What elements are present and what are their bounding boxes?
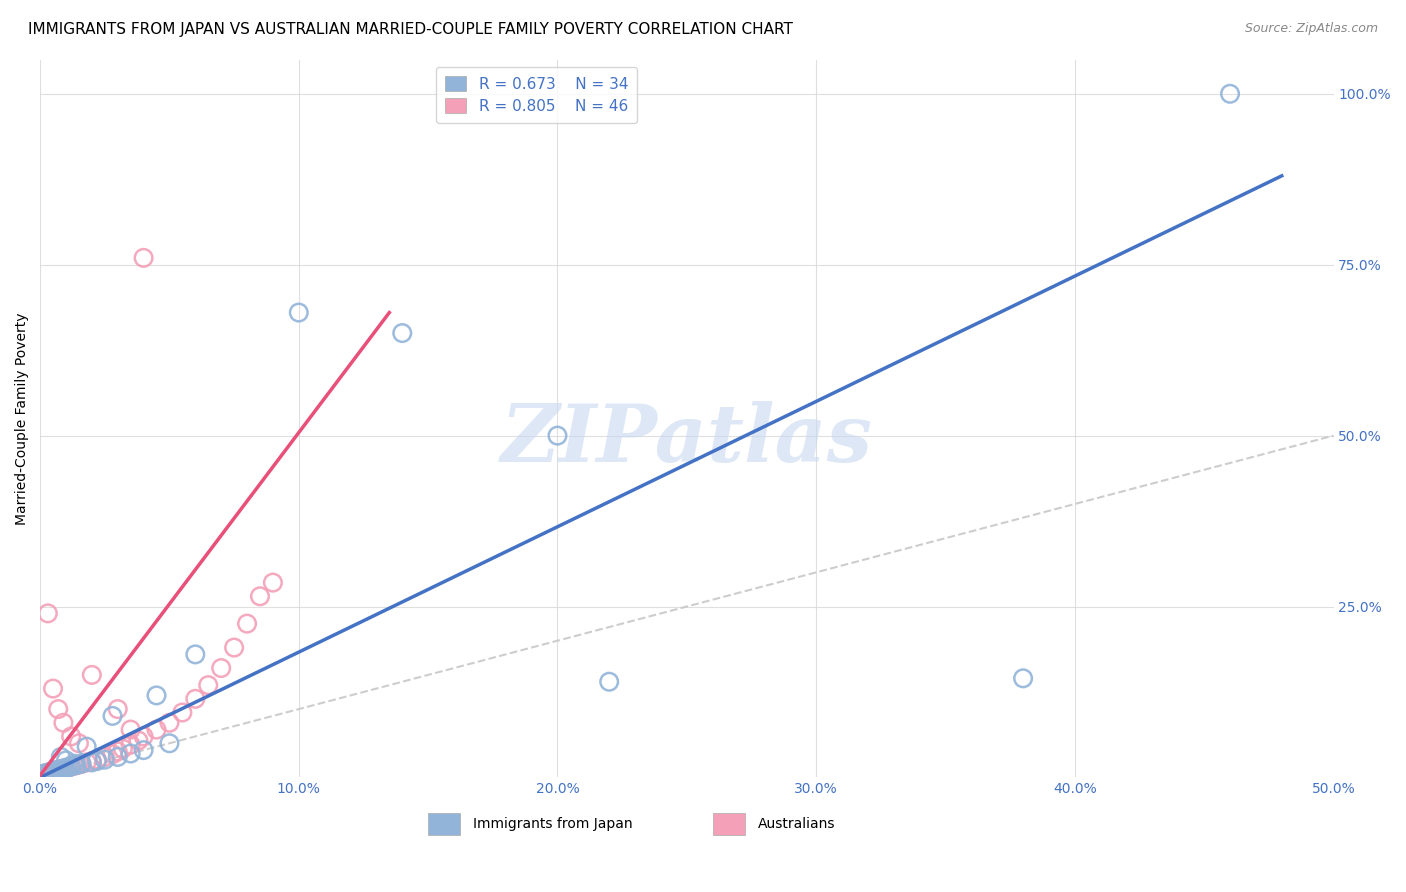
Point xyxy=(65,758,87,772)
Bar xyxy=(713,814,745,835)
Point xyxy=(1219,87,1241,101)
Point xyxy=(107,744,129,758)
Point xyxy=(107,750,129,764)
Point xyxy=(145,689,167,703)
Point xyxy=(111,741,134,756)
Point xyxy=(37,607,59,621)
Point xyxy=(37,765,59,780)
Point xyxy=(46,763,69,777)
Point xyxy=(80,668,103,682)
Point xyxy=(101,747,124,762)
Point xyxy=(52,715,75,730)
Point xyxy=(70,756,93,771)
Point xyxy=(391,326,413,340)
Point xyxy=(42,764,65,779)
Point xyxy=(76,739,98,754)
Point xyxy=(184,648,207,662)
Point xyxy=(184,691,207,706)
Point xyxy=(132,251,155,265)
Point xyxy=(94,750,117,764)
Point xyxy=(55,753,77,767)
Point xyxy=(60,759,83,773)
Point xyxy=(120,738,142,752)
Point xyxy=(132,743,155,757)
Point xyxy=(80,756,103,770)
Point xyxy=(62,756,84,771)
Point xyxy=(1012,671,1035,685)
Y-axis label: Married-Couple Family Poverty: Married-Couple Family Poverty xyxy=(15,312,30,524)
Point xyxy=(598,674,620,689)
Point xyxy=(65,758,87,772)
Point xyxy=(127,733,149,747)
Point xyxy=(546,428,568,442)
Point xyxy=(145,723,167,737)
Point xyxy=(46,702,69,716)
Point xyxy=(42,681,65,696)
Point xyxy=(42,764,65,779)
Point xyxy=(49,762,72,776)
Point xyxy=(52,762,75,776)
Point xyxy=(159,715,181,730)
Point xyxy=(288,305,311,319)
Text: Source: ZipAtlas.com: Source: ZipAtlas.com xyxy=(1244,22,1378,36)
Point xyxy=(107,702,129,716)
Point xyxy=(55,761,77,775)
Point xyxy=(52,762,75,776)
Point xyxy=(67,736,90,750)
Point xyxy=(197,678,219,692)
Point xyxy=(55,761,77,775)
Point xyxy=(58,760,80,774)
Point xyxy=(159,736,181,750)
Point xyxy=(120,747,142,761)
Point xyxy=(86,753,108,767)
Point xyxy=(209,661,232,675)
Point xyxy=(39,764,62,779)
Point xyxy=(60,730,83,744)
Point xyxy=(31,767,53,781)
Point xyxy=(80,754,103,768)
Point xyxy=(60,759,83,773)
Point xyxy=(76,756,98,770)
Point xyxy=(49,762,72,776)
Point xyxy=(249,589,271,603)
Point xyxy=(31,767,53,781)
Point xyxy=(172,706,194,720)
Point xyxy=(34,766,56,780)
Point xyxy=(101,709,124,723)
Point xyxy=(37,765,59,780)
Point xyxy=(67,757,90,772)
Point xyxy=(45,764,67,778)
Text: Australians: Australians xyxy=(758,817,835,831)
Point xyxy=(86,754,108,768)
Point xyxy=(46,763,69,777)
Text: Immigrants from Japan: Immigrants from Japan xyxy=(474,817,633,831)
Point xyxy=(224,640,246,655)
Point xyxy=(262,575,284,590)
Point xyxy=(132,730,155,744)
Bar xyxy=(429,814,461,835)
Point xyxy=(34,766,56,780)
Point xyxy=(70,756,93,771)
Point xyxy=(39,764,62,779)
Point xyxy=(94,753,117,767)
Point xyxy=(58,760,80,774)
Text: IMMIGRANTS FROM JAPAN VS AUSTRALIAN MARRIED-COUPLE FAMILY POVERTY CORRELATION CH: IMMIGRANTS FROM JAPAN VS AUSTRALIAN MARR… xyxy=(28,22,793,37)
Legend: R = 0.673    N = 34, R = 0.805    N = 46: R = 0.673 N = 34, R = 0.805 N = 46 xyxy=(436,67,637,123)
Point xyxy=(120,723,142,737)
Point xyxy=(236,616,259,631)
Point xyxy=(62,759,84,773)
Point xyxy=(49,750,72,764)
Point xyxy=(45,764,67,778)
Text: ZIPatlas: ZIPatlas xyxy=(501,401,873,479)
